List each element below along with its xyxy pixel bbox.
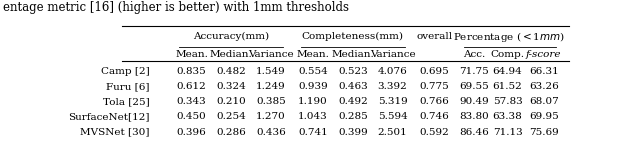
Text: 0.835: 0.835	[177, 67, 207, 76]
Text: Comp.: Comp.	[490, 50, 525, 59]
Text: 1.270: 1.270	[256, 112, 286, 121]
Text: 90.49: 90.49	[460, 97, 489, 106]
Text: 0.775: 0.775	[420, 82, 449, 91]
Text: 0.939: 0.939	[298, 82, 328, 91]
Text: SurfaceNet[12]: SurfaceNet[12]	[68, 112, 150, 121]
Text: 5.594: 5.594	[378, 112, 407, 121]
Text: Mean.: Mean.	[175, 50, 208, 59]
Text: 5.319: 5.319	[378, 97, 407, 106]
Text: 0.324: 0.324	[216, 82, 246, 91]
Text: 71.13: 71.13	[493, 128, 522, 137]
Text: 1.043: 1.043	[298, 112, 328, 121]
Text: Median.: Median.	[210, 50, 253, 59]
Text: Mean.: Mean.	[297, 50, 330, 59]
Text: Acc.: Acc.	[463, 50, 486, 59]
Text: entage metric [16] (higher is better) with 1mm thresholds: entage metric [16] (higher is better) wi…	[3, 1, 349, 14]
Text: 57.83: 57.83	[493, 97, 522, 106]
Text: 0.554: 0.554	[298, 67, 328, 76]
Text: 0.343: 0.343	[177, 97, 207, 106]
Text: 0.592: 0.592	[420, 128, 449, 137]
Text: 1.190: 1.190	[298, 97, 328, 106]
Text: 0.482: 0.482	[216, 67, 246, 76]
Text: Completeness(mm): Completeness(mm)	[302, 32, 404, 41]
Text: 0.396: 0.396	[177, 128, 207, 137]
Text: 0.436: 0.436	[256, 128, 286, 137]
Text: 68.07: 68.07	[529, 97, 559, 106]
Text: 0.285: 0.285	[338, 112, 367, 121]
Text: 4.076: 4.076	[378, 67, 407, 76]
Text: Furu [6]: Furu [6]	[106, 82, 150, 91]
Text: 0.523: 0.523	[338, 67, 367, 76]
Text: 63.38: 63.38	[493, 112, 522, 121]
Text: 63.26: 63.26	[529, 82, 559, 91]
Text: 0.210: 0.210	[216, 97, 246, 106]
Text: Accuracy(mm): Accuracy(mm)	[193, 32, 269, 41]
Text: 0.385: 0.385	[256, 97, 286, 106]
Text: 1.549: 1.549	[256, 67, 286, 76]
Text: Variance: Variance	[248, 50, 294, 59]
Text: 71.75: 71.75	[460, 67, 489, 76]
Text: 83.80: 83.80	[460, 112, 489, 121]
Text: overall: overall	[417, 32, 452, 41]
Text: 0.695: 0.695	[420, 67, 449, 76]
Text: 64.94: 64.94	[493, 67, 522, 76]
Text: 3.392: 3.392	[378, 82, 407, 91]
Text: 86.46: 86.46	[460, 128, 489, 137]
Text: 0.399: 0.399	[338, 128, 367, 137]
Text: 0.746: 0.746	[420, 112, 449, 121]
Text: 0.741: 0.741	[298, 128, 328, 137]
Text: Median.: Median.	[332, 50, 374, 59]
Text: 69.55: 69.55	[460, 82, 489, 91]
Text: 0.492: 0.492	[338, 97, 367, 106]
Text: 0.286: 0.286	[216, 128, 246, 137]
Text: f-score: f-score	[526, 50, 561, 59]
Text: 0.766: 0.766	[420, 97, 449, 106]
Text: 1.249: 1.249	[256, 82, 286, 91]
Text: 61.52: 61.52	[493, 82, 522, 91]
Text: 75.69: 75.69	[529, 128, 559, 137]
Text: Percentage ($<$1$mm$): Percentage ($<$1$mm$)	[453, 30, 565, 44]
Text: Variance: Variance	[370, 50, 415, 59]
Text: Camp [2]: Camp [2]	[100, 67, 150, 76]
Text: 0.463: 0.463	[338, 82, 367, 91]
Text: 2.501: 2.501	[378, 128, 407, 137]
Text: MVSNet [30]: MVSNet [30]	[80, 128, 150, 137]
Text: 0.612: 0.612	[177, 82, 207, 91]
Text: 69.95: 69.95	[529, 112, 559, 121]
Text: 66.31: 66.31	[529, 67, 559, 76]
Text: Tola [25]: Tola [25]	[102, 97, 150, 106]
Text: 0.254: 0.254	[216, 112, 246, 121]
Text: 0.450: 0.450	[177, 112, 207, 121]
